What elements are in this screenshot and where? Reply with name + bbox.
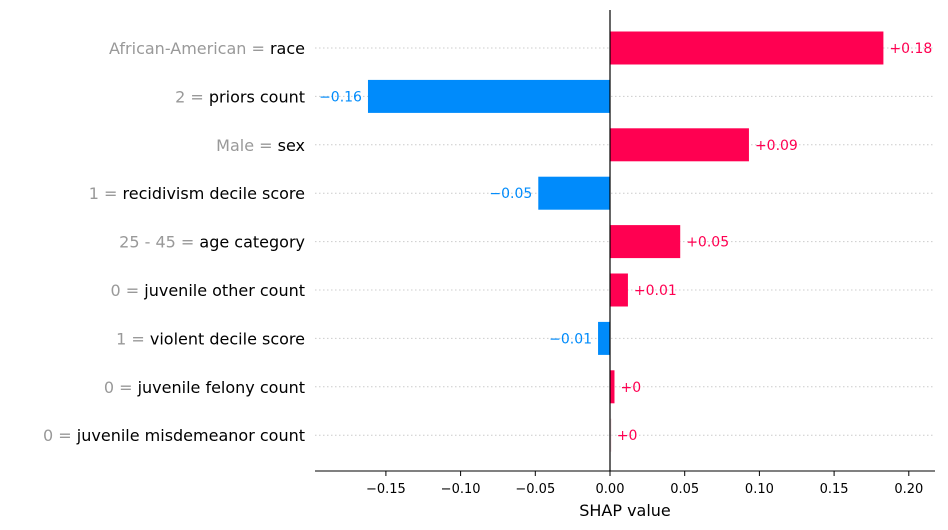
feature-value: 1 = [89,184,123,203]
feature-value: 0 = [104,378,138,397]
bar [610,128,749,162]
data-label: +0.18 [889,41,932,57]
feature-name: violent decile score [150,329,305,348]
data-label: −0.01 [549,331,592,347]
feature-value: 0 = [111,281,145,300]
feature-label: 0 = juvenile other count [111,281,305,300]
x-axis: −0.15 −0.10 −0.05 0.00 0.05 0.10 0.15 0.20 [315,470,935,497]
feature-label: Male = sex [216,136,305,155]
x-tick-label: −0.10 [441,482,481,497]
feature-name: race [270,39,305,58]
bar [610,273,628,307]
bar [367,79,610,113]
data-label: +0.05 [686,235,729,251]
feature-value: Male = [216,136,277,155]
x-tick-label: 0.00 [596,482,625,497]
feature-label: 25 - 45 = age category [119,233,305,252]
feature-name: recidivism decile score [123,184,305,203]
bar [598,321,610,355]
bar [610,225,681,259]
feature-label: 0 = juvenile misdemeanor count [43,426,305,445]
data-label: −0.16 [319,89,362,105]
x-tick-label: −0.15 [366,482,406,497]
data-label: +0 [620,380,641,396]
feature-label: 0 = juvenile felony count [104,378,305,397]
data-label: −0.05 [489,186,532,202]
x-tick-label: 0.05 [670,482,699,497]
feature-name: age category [199,233,305,252]
feature-name: juvenile felony count [137,378,305,397]
feature-name: juvenile other count [143,281,305,300]
feature-name: sex [278,136,305,155]
feature-name: priors count [209,87,305,106]
feature-name: juvenile misdemeanor count [76,426,305,445]
feature-label: 1 = recidivism decile score [89,184,305,203]
feature-label: 1 = violent decile score [116,329,305,348]
feature-label: African-American = race [109,39,305,58]
x-tick-label: −0.05 [515,482,555,497]
bar [538,176,610,210]
feature-value: 0 = [43,426,77,445]
data-label: +0.01 [634,283,677,299]
bar [610,418,612,452]
bar [610,370,615,404]
bars-layer [367,10,884,471]
x-axis-title: SHAP value [579,501,671,520]
feature-value: 25 - 45 = [119,233,199,252]
data-label: +0 [617,428,638,444]
bar [610,31,884,65]
x-tick-label: 0.15 [820,482,849,497]
x-tick-label: 0.10 [745,482,774,497]
feature-value: 2 = [175,87,209,106]
data-label: +0.09 [755,138,798,154]
x-tick-label: 0.20 [894,482,923,497]
feature-value: African-American = [109,39,270,58]
feature-value: 1 = [116,329,150,348]
feature-label: 2 = priors count [175,87,305,106]
labels-layer: +0.18 African-American = race −0.16 2 = pri… [43,39,932,445]
